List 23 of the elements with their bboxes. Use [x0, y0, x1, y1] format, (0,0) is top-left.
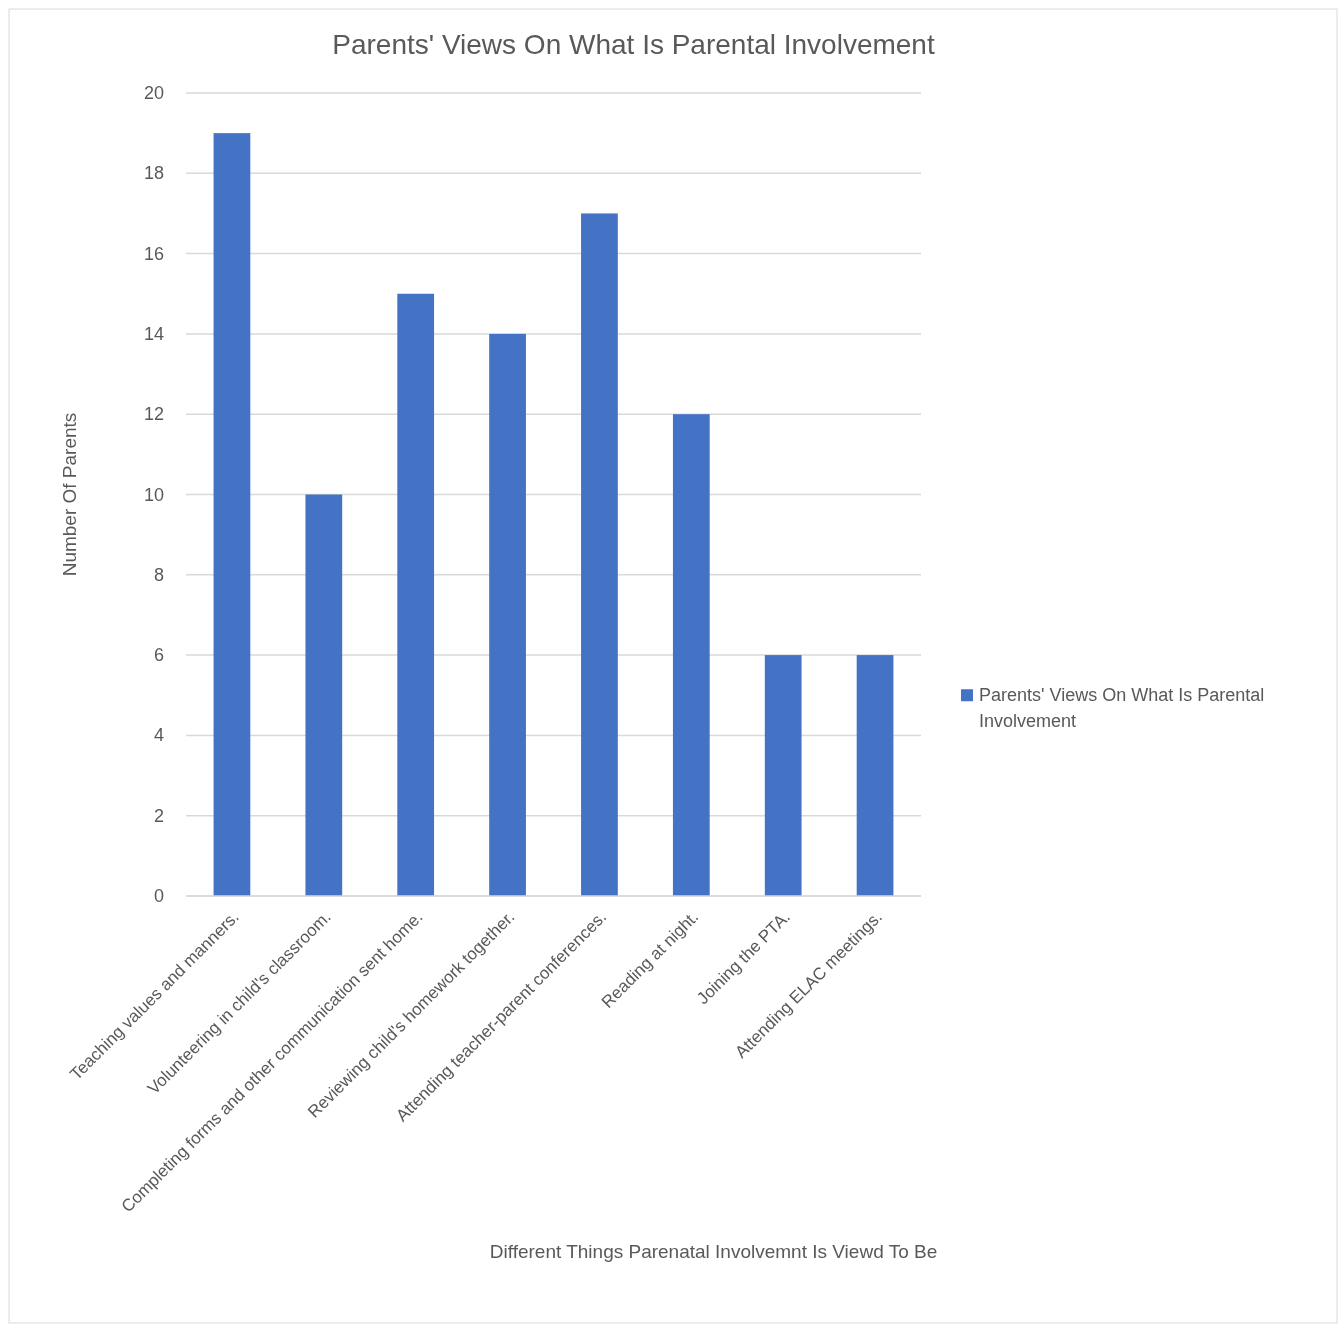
x-axis-title: Different Things Parenatal Involvemnt Is Viewd To Be — [489, 1241, 938, 1262]
y-tick-label: 10 — [143, 484, 164, 505]
bar — [856, 655, 894, 896]
chart-title: Parents' Views On What Is Parental Involvement — [332, 29, 935, 60]
y-tick-label: 18 — [143, 163, 164, 184]
y-axis-title: Number Of Parents — [59, 412, 80, 577]
y-tick-label: 14 — [143, 323, 164, 344]
bar — [581, 213, 618, 896]
y-tick-label: 4 — [153, 725, 164, 746]
y-tick-label: 2 — [153, 805, 164, 826]
legend-label: Parents' Views On What Is Parental Involvement — [979, 685, 1265, 732]
bar — [764, 655, 802, 896]
bar — [213, 133, 251, 896]
y-tick-label: 20 — [143, 83, 164, 103]
y-tick-label: 6 — [153, 645, 164, 666]
bar — [305, 494, 343, 896]
bar — [397, 293, 435, 896]
bar — [489, 333, 526, 896]
y-tick-label: 8 — [153, 564, 164, 585]
y-tick-label: 16 — [143, 243, 164, 264]
y-tick-label: 0 — [153, 886, 164, 906]
y-tick-label: 12 — [143, 404, 164, 425]
bar — [672, 414, 710, 896]
